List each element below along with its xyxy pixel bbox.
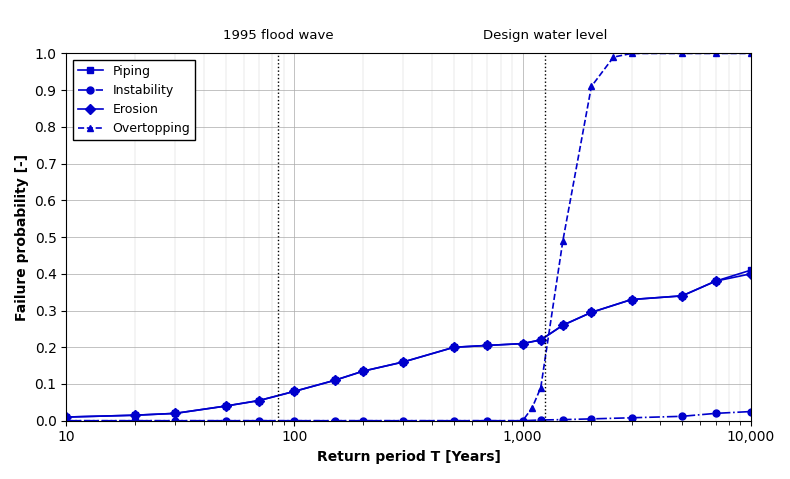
Piping xyxy=(626,297,636,302)
Piping xyxy=(558,322,567,328)
Erosion xyxy=(330,377,340,383)
Instability xyxy=(330,418,340,423)
Erosion xyxy=(626,297,636,302)
Instability xyxy=(359,418,368,423)
Piping xyxy=(290,388,299,394)
Piping xyxy=(518,341,528,346)
Instability xyxy=(587,416,596,422)
Overtopping xyxy=(746,51,755,57)
Piping xyxy=(130,412,140,418)
Piping xyxy=(359,368,368,374)
Overtopping xyxy=(558,238,567,244)
Piping xyxy=(587,309,596,315)
Overtopping xyxy=(587,84,596,90)
Instability xyxy=(254,418,264,423)
Overtopping xyxy=(221,418,231,423)
Instability xyxy=(746,409,755,414)
Erosion xyxy=(536,337,545,343)
Line: Overtopping: Overtopping xyxy=(63,50,754,424)
Overtopping xyxy=(711,51,720,57)
Erosion xyxy=(254,398,264,403)
Overtopping xyxy=(609,54,619,60)
Overtopping xyxy=(359,418,368,423)
Erosion xyxy=(518,341,528,346)
Piping xyxy=(483,342,492,348)
Piping xyxy=(62,414,71,420)
Erosion xyxy=(359,368,368,374)
Erosion xyxy=(130,412,140,418)
Line: Piping: Piping xyxy=(63,267,754,421)
Overtopping xyxy=(62,418,71,423)
Piping xyxy=(330,377,340,383)
Piping xyxy=(171,411,180,416)
Piping xyxy=(678,293,687,299)
Piping xyxy=(254,398,264,403)
Overtopping xyxy=(450,418,459,423)
Instability xyxy=(536,417,545,423)
Erosion xyxy=(587,309,596,315)
Erosion xyxy=(483,342,492,348)
Piping xyxy=(450,344,459,350)
Instability xyxy=(518,418,528,423)
Instability xyxy=(711,411,720,416)
Instability xyxy=(450,418,459,423)
Piping xyxy=(536,337,545,343)
Text: 1995 flood wave: 1995 flood wave xyxy=(223,29,333,43)
Instability xyxy=(483,418,492,423)
Overtopping xyxy=(626,51,636,57)
Erosion xyxy=(221,403,231,409)
Instability xyxy=(399,418,408,423)
Instability xyxy=(678,413,687,419)
Instability xyxy=(558,417,567,422)
Overtopping xyxy=(518,418,528,423)
Erosion xyxy=(62,414,71,420)
Piping xyxy=(399,359,408,365)
Instability xyxy=(290,418,299,423)
Legend: Piping, Instability, Erosion, Overtopping: Piping, Instability, Erosion, Overtoppin… xyxy=(73,60,195,140)
Y-axis label: Failure probability [-]: Failure probability [-] xyxy=(15,153,29,320)
Piping xyxy=(221,403,231,409)
Overtopping xyxy=(130,418,140,423)
Overtopping xyxy=(536,385,545,390)
Line: Erosion: Erosion xyxy=(63,270,754,421)
Instability xyxy=(171,418,180,423)
Erosion xyxy=(290,388,299,394)
Piping xyxy=(711,278,720,284)
Erosion xyxy=(450,344,459,350)
Erosion xyxy=(746,271,755,277)
Piping xyxy=(746,267,755,273)
Erosion xyxy=(711,278,720,284)
Instability xyxy=(130,418,140,423)
Text: Design water level: Design water level xyxy=(483,29,607,43)
Erosion xyxy=(399,359,408,365)
Erosion xyxy=(171,411,180,416)
Instability xyxy=(626,415,636,421)
Instability xyxy=(221,418,231,423)
Overtopping xyxy=(290,418,299,423)
Overtopping xyxy=(528,405,537,411)
Erosion xyxy=(678,293,687,299)
X-axis label: Return period T [Years]: Return period T [Years] xyxy=(317,450,501,464)
Erosion xyxy=(558,322,567,328)
Line: Instability: Instability xyxy=(63,408,754,424)
Overtopping xyxy=(483,418,492,423)
Instability xyxy=(62,418,71,423)
Overtopping xyxy=(678,51,687,57)
